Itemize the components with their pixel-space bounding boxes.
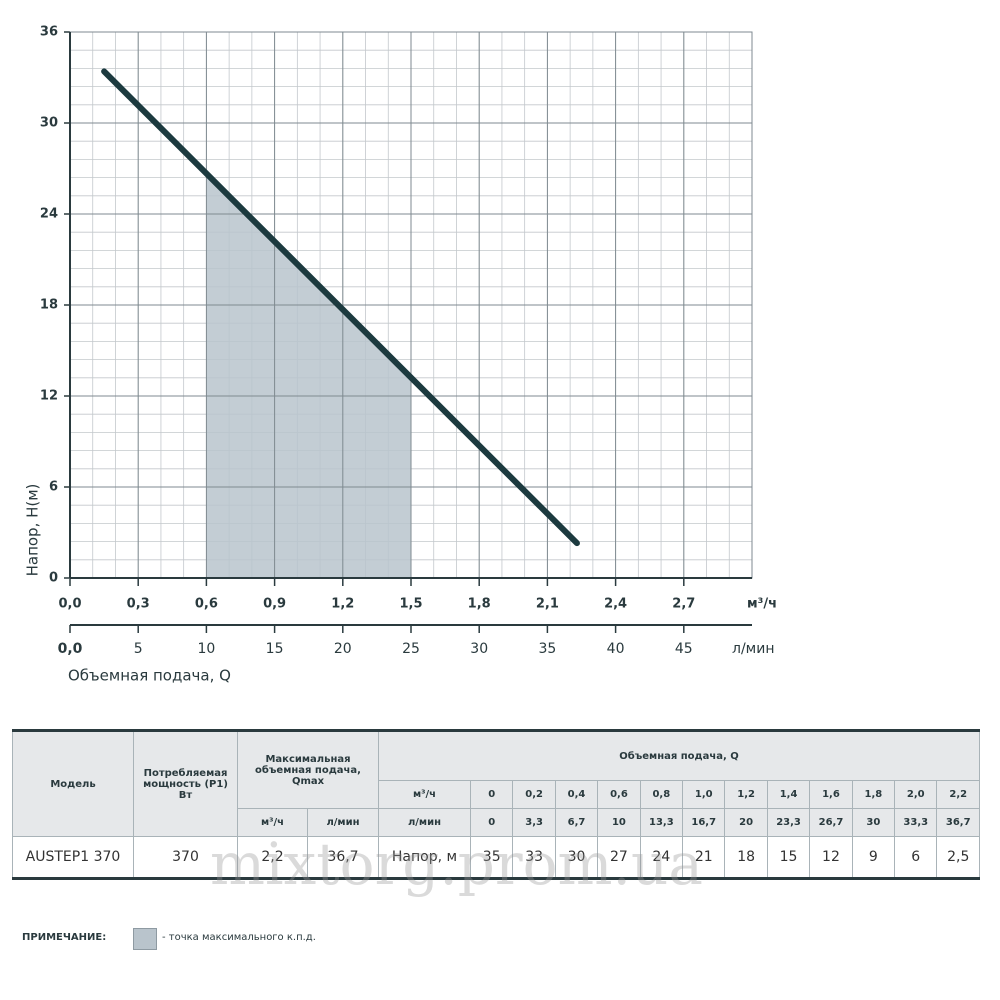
x2-tick-label: 30 — [470, 641, 488, 657]
y-tick-label: 12 — [40, 389, 58, 404]
header-cell: 0,2 — [512, 780, 556, 809]
y-tick-label: 18 — [40, 298, 58, 313]
y-tick-label: 24 — [40, 207, 58, 222]
x-tick-label: 0,9 — [263, 597, 286, 612]
header-cell: 1,8 — [851, 780, 896, 809]
y-tick-label: 0 — [49, 571, 58, 586]
header-cell: м³/ч — [237, 808, 308, 837]
cell: 12 — [809, 836, 853, 879]
cell: 36,7 — [307, 836, 379, 879]
header-cell: Максимальная объемная подача, Qmax — [237, 730, 379, 809]
x-tick-label: 2,7 — [672, 597, 695, 612]
x-tick-label: 0,6 — [195, 597, 218, 612]
x2-unit: л/мин — [732, 641, 774, 657]
header-cell: 0,8 — [639, 780, 684, 809]
header-cell: л/мин — [378, 808, 471, 837]
header-cell: 10 — [597, 808, 641, 837]
x-tick-label: 1,2 — [331, 597, 354, 612]
watermark: mixtorg.prom.ua — [210, 830, 703, 898]
x-tick-label: 0,0 — [58, 597, 81, 612]
note-swatch — [133, 928, 157, 950]
cell: 2,2 — [237, 836, 308, 879]
x-tick-label: 2,4 — [604, 597, 627, 612]
y-tick-label: 36 — [40, 25, 58, 40]
header-cell: 36,7 — [936, 808, 980, 837]
note-label: ПРИМЕЧАНИЕ: — [22, 932, 107, 943]
y-tick-label: 6 — [49, 480, 58, 495]
cell: 27 — [597, 836, 641, 879]
chart: Напор, Н(м) Объемная подача, Q м³/ч л/ми… — [24, 25, 778, 685]
x-tick-label: 0,3 — [127, 597, 150, 612]
cell: 35 — [469, 836, 514, 879]
x2-tick-label: 25 — [402, 641, 420, 657]
header-cell: 1,4 — [766, 780, 811, 809]
cell: 21 — [682, 836, 726, 879]
header-cell: 2,0 — [894, 780, 938, 809]
header-cell: 1,6 — [809, 780, 853, 809]
y-tick-label: 30 — [40, 116, 58, 131]
x-unit: м³/ч — [747, 597, 777, 612]
header-cell: 1,2 — [724, 780, 768, 809]
header-cell: 26,7 — [809, 808, 853, 837]
header-cell: 0,4 — [554, 780, 599, 809]
cell: 9 — [851, 836, 896, 879]
header-cell: 3,3 — [512, 808, 556, 837]
header-cell: Объемная подача, Q — [378, 730, 980, 781]
x2-tick-label: 15 — [266, 641, 284, 657]
spec-table: Модель Потребляемая мощность (P1) Вт Макс… — [12, 729, 980, 880]
cell: 33 — [512, 836, 556, 879]
header-cell: 0 — [469, 808, 514, 837]
x-tick-label: 1,8 — [468, 597, 491, 612]
y-axis-label: Напор, Н(м) — [24, 484, 42, 577]
cell: AUSTEP1 370 — [12, 836, 134, 879]
header-cell: 13,3 — [639, 808, 684, 837]
x2-tick-label: 0,0 — [58, 641, 83, 657]
x-axis-label: Объемная подача, Q — [68, 667, 231, 685]
cell: 2,5 — [936, 836, 980, 879]
x2-tick-label: 5 — [134, 641, 143, 657]
x-tick-label: 2,1 — [536, 597, 559, 612]
header-cell: 30 — [851, 808, 896, 837]
efficiency-band — [206, 173, 411, 578]
header-cell: 0 — [469, 780, 514, 809]
header-text: Вт — [178, 789, 193, 801]
header-cell: 2,2 — [936, 780, 980, 809]
header-cell: 1,0 — [682, 780, 726, 809]
x2-tick-label: 40 — [607, 641, 625, 657]
curve — [101, 68, 580, 547]
x2-tick-label: 45 — [675, 641, 693, 657]
header-cell: 0,6 — [597, 780, 641, 809]
header-cell: 20 — [724, 808, 768, 837]
cell: 15 — [766, 836, 811, 879]
header-cell: 6,7 — [554, 808, 599, 837]
header-cell: 23,3 — [766, 808, 811, 837]
x2-tick-label: 35 — [538, 641, 556, 657]
cell: Напор, м — [378, 836, 471, 879]
cell: 6 — [894, 836, 938, 879]
header-cell: Потребляемая мощность (P1) Вт — [133, 730, 238, 837]
x2-tick-label: 10 — [197, 641, 215, 657]
x-tick-label: 1,5 — [399, 597, 422, 612]
cell: 30 — [554, 836, 599, 879]
cell: 24 — [639, 836, 684, 879]
cell: 18 — [724, 836, 768, 879]
header-cell: Модель — [12, 730, 134, 837]
header-text: Потребляемая мощность (P1) — [143, 767, 228, 790]
header-cell: м³/ч — [378, 780, 471, 809]
header-cell: 33,3 — [894, 808, 938, 837]
note-text: - точка максимального к.п.д. — [162, 932, 316, 943]
x2-tick-label: 20 — [334, 641, 352, 657]
